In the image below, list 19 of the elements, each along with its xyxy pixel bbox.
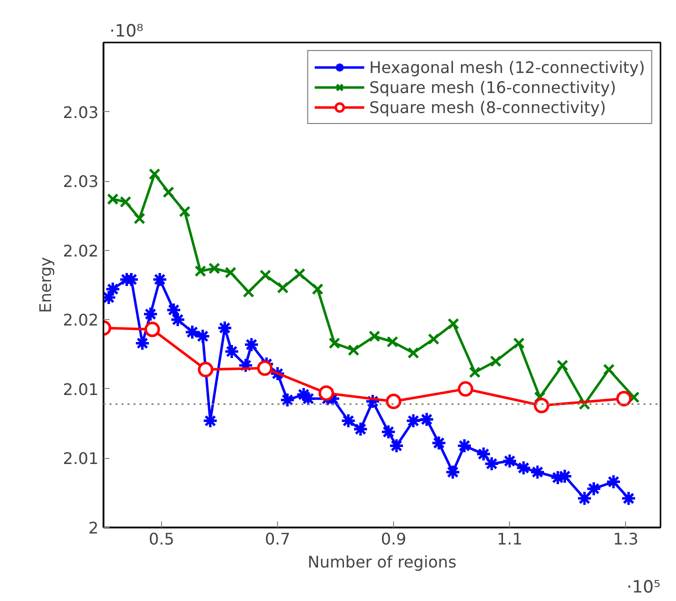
y-tick-label: 2.01 (62, 449, 98, 468)
y-tick-label: 2 (88, 518, 99, 538)
y-tick-label: 2.02 (62, 310, 98, 330)
y-tick-label: 2.03 (62, 102, 98, 122)
x-tick-label: 0.5 (148, 530, 174, 548)
y-axis-title: Energy (36, 256, 55, 314)
x-axis-title: Number of regions (308, 552, 456, 572)
x-tick-label: 0.9 (380, 530, 406, 548)
text: ·10⁵ (626, 578, 661, 598)
y-tick-label: 2.02 (62, 241, 98, 260)
x-tick-label: 1.3 (612, 530, 638, 548)
y-tick-label: 2.01 (62, 380, 98, 399)
legend-label: Square mesh (8-connectivity) (369, 97, 606, 117)
x-tick-label: 1.1 (496, 530, 522, 548)
text: ·10⁸ (110, 22, 144, 42)
legend-label: Square mesh (16-connectivity) (369, 77, 616, 97)
legend-label: Hexagonal mesh (12-connectivity) (369, 57, 645, 77)
y-tick-label: 2.03 (62, 172, 98, 192)
x-tick-label: 0.7 (264, 530, 290, 548)
